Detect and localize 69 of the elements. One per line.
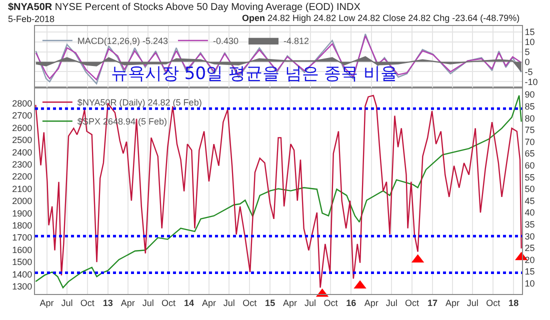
y2-tick-label: 70 [524,136,535,147]
x-tick-label: Jul [466,298,478,308]
x-tick-label: Apr [202,298,216,308]
x-tick-label: Jul [386,298,398,308]
y-tick-label: 2600 [12,122,32,133]
x-tick-label: Apr [364,298,378,308]
x-tick-label: 18 [508,298,519,308]
text: Open 24.82 High 24.82 Low 24.82 Close 24.82 Chg -23.64 (-48.79%) [242,13,520,23]
chart-title: $NYA50R NYSE Percent of Stocks Above 50 Day Moving Average (EOD) INDX [8,2,361,13]
y-tick-label: 2300 [12,159,32,170]
legend-label: $NYA50R (Daily) 24.82 (5 Feb) [77,98,202,108]
y2-tick-label: 55 [524,172,535,182]
x-tick-label: Oct [324,298,338,308]
x-tick-label: Oct [405,298,420,308]
y2-tick-label: 90 [524,90,535,100]
y2-tick-label: 50 [524,184,535,194]
y2-tick-label: 80 [524,113,535,124]
y-tick-label: 2100 [12,184,32,194]
x-tick-label: 15 [265,298,276,308]
y-tick-label: 1400 [12,269,32,280]
y2-tick-label: 85 [524,101,535,112]
y-tick-label: 2400 [12,147,32,158]
y-tick-label: 5 [524,47,530,57]
y2-tick-label: 60 [524,160,535,170]
x-tick-label: Apr [40,298,54,308]
x-tick-label: Oct [486,298,501,308]
y-tick-label: 1800 [12,220,32,231]
x-tick-label: Apr [445,298,460,308]
y-tick-label: 15 [524,27,535,38]
y2-tick-label: 30 [524,231,535,242]
legend-label: MACD(12,26,9) -5.243 [77,36,168,46]
y-tick-label: 0 [524,56,530,67]
y2-tick-label: 75 [524,125,535,136]
chart-subtitle: 5-Feb-2018 [8,14,55,24]
x-tick-label: Jul [304,298,316,308]
legend-label: -0.430 [212,36,239,46]
y2-tick-label: 20 [524,254,535,265]
y2-tick-label: 40 [524,208,535,218]
y2-tick-label: 45 [524,196,535,206]
y2-tick-label: 25 [524,243,535,254]
y-tick-label: 1900 [12,208,32,218]
legend-label: -4.812 [284,36,310,46]
y2-tick-label: 65 [524,148,535,159]
x-tick-label: Jul [142,298,154,308]
annotation: 뉴욕시장 50일 평균을 넘은 종목 비율 [111,64,398,84]
y-tick-label: 1500 [12,257,32,268]
y-tick-label: 2800 [12,98,32,108]
y-tick-label: 2200 [12,172,32,182]
x-tick-label: 14 [184,298,194,308]
y-tick-label: -10 [524,76,538,87]
x-tick-label: Jul [223,298,235,308]
y2-tick-label: 35 [524,220,535,230]
y-tick-label: 1300 [12,282,32,292]
y-tick-label: -5 [524,66,533,77]
y-tick-label: 2000 [12,196,32,206]
y-tick-label: 10 [524,37,535,48]
x-tick-label: Oct [80,298,95,308]
y-tick-label: 2500 [12,135,32,146]
x-tick-label: 13 [102,298,113,308]
y-tick-label: 1700 [12,232,32,243]
x-tick-label: Jul [61,298,73,308]
x-tick-label: 17 [427,298,438,308]
y-tick-label: 1600 [12,244,32,255]
x-tick-label: 16 [346,298,356,308]
x-tick-label: Oct [162,298,176,308]
x-tick-label: Oct [242,298,258,308]
y-tick-label: 2700 [12,110,32,121]
x-tick-label: Apr [120,298,135,308]
x-tick-label: Apr [283,298,298,308]
